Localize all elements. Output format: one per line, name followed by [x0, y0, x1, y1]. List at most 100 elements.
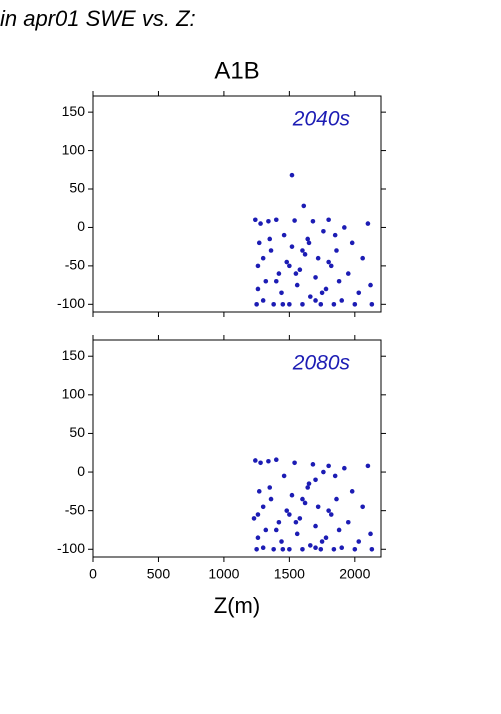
data-point	[253, 217, 258, 223]
data-point	[287, 302, 292, 307]
data-point	[318, 302, 324, 307]
x-tick-label: 500	[147, 566, 171, 582]
data-point	[310, 462, 316, 467]
data-point	[352, 546, 358, 552]
data-point	[255, 512, 261, 517]
data-point	[360, 504, 365, 510]
data-point	[319, 539, 325, 544]
data-point	[289, 172, 295, 178]
data-point	[289, 492, 295, 498]
data-point	[349, 240, 355, 246]
data-point	[331, 546, 337, 552]
data-point	[287, 512, 292, 517]
data-point	[319, 290, 325, 296]
data-point	[297, 267, 303, 273]
data-point	[279, 539, 284, 544]
y-tick-label: -100	[57, 295, 85, 311]
data-point	[268, 248, 274, 253]
data-point	[294, 282, 300, 288]
data-point	[323, 535, 329, 540]
data-point	[254, 302, 259, 307]
data-point	[273, 217, 279, 223]
y-tick-label: 150	[62, 103, 86, 119]
data-point	[287, 546, 292, 552]
data-point	[339, 545, 345, 551]
data-point	[332, 232, 338, 238]
panel-annotation: 2040s	[292, 108, 351, 131]
data-point	[279, 290, 284, 296]
data-point	[342, 225, 347, 230]
data-point	[255, 535, 261, 540]
data-point	[294, 531, 300, 537]
x-tick-label: 2000	[339, 566, 370, 582]
data-point	[263, 527, 269, 533]
panel-annotation: 2080s	[292, 352, 351, 375]
data-point	[260, 298, 266, 303]
data-point	[321, 228, 326, 234]
data-point	[336, 278, 342, 284]
data-point	[369, 302, 375, 307]
data-point	[256, 240, 262, 246]
data-point	[300, 302, 305, 307]
y-tick-label: 100	[62, 141, 86, 157]
data-point	[306, 240, 312, 246]
data-point	[334, 496, 339, 502]
data-point	[267, 485, 273, 490]
data-point	[313, 545, 318, 551]
data-point	[292, 460, 297, 466]
data-point	[281, 473, 287, 479]
data-point	[318, 546, 324, 552]
data-point	[326, 463, 331, 469]
plot-frame	[92, 95, 382, 313]
y-tick-label: -50	[65, 257, 85, 273]
data-point	[369, 546, 375, 552]
data-point	[331, 302, 337, 307]
data-point	[251, 516, 257, 521]
data-point	[345, 271, 351, 276]
data-point	[356, 290, 362, 296]
data-point	[300, 496, 305, 502]
data-point	[254, 546, 259, 552]
data-point	[300, 248, 305, 253]
data-point	[368, 531, 373, 537]
data-point	[305, 236, 310, 242]
data-point	[266, 458, 271, 464]
x-axis-label: Z(m)	[214, 593, 260, 618]
data-point	[360, 255, 365, 261]
y-tick-label: -100	[57, 540, 85, 556]
data-point	[284, 259, 290, 265]
data-point	[313, 275, 318, 280]
data-point	[313, 477, 318, 483]
header: in apr01 SWE vs. Z:	[0, 6, 196, 31]
y-tick-label: 150	[62, 347, 86, 363]
data-point	[305, 485, 310, 490]
data-point	[292, 218, 297, 223]
x-tick-label: 1500	[274, 566, 305, 582]
data-point	[332, 473, 338, 479]
data-point	[336, 527, 342, 533]
data-point	[345, 519, 351, 525]
y-tick-label: 100	[62, 386, 86, 402]
data-point	[308, 543, 313, 548]
data-point	[334, 248, 339, 253]
data-point	[267, 236, 273, 242]
data-point	[342, 465, 347, 471]
data-point	[276, 519, 282, 525]
data-point	[287, 263, 292, 269]
data-point	[256, 489, 262, 494]
data-point	[306, 481, 312, 486]
data-point	[365, 463, 371, 469]
data-point	[315, 504, 321, 510]
data-point	[260, 545, 266, 551]
data-point	[368, 282, 373, 288]
data-point	[281, 232, 287, 238]
data-point	[289, 244, 295, 249]
data-point	[271, 546, 276, 552]
data-point	[293, 271, 299, 276]
data-point	[280, 302, 286, 307]
data-point	[301, 203, 307, 209]
data-point	[321, 469, 326, 475]
data-point	[293, 519, 299, 525]
data-point	[302, 500, 308, 506]
data-point	[263, 278, 269, 284]
